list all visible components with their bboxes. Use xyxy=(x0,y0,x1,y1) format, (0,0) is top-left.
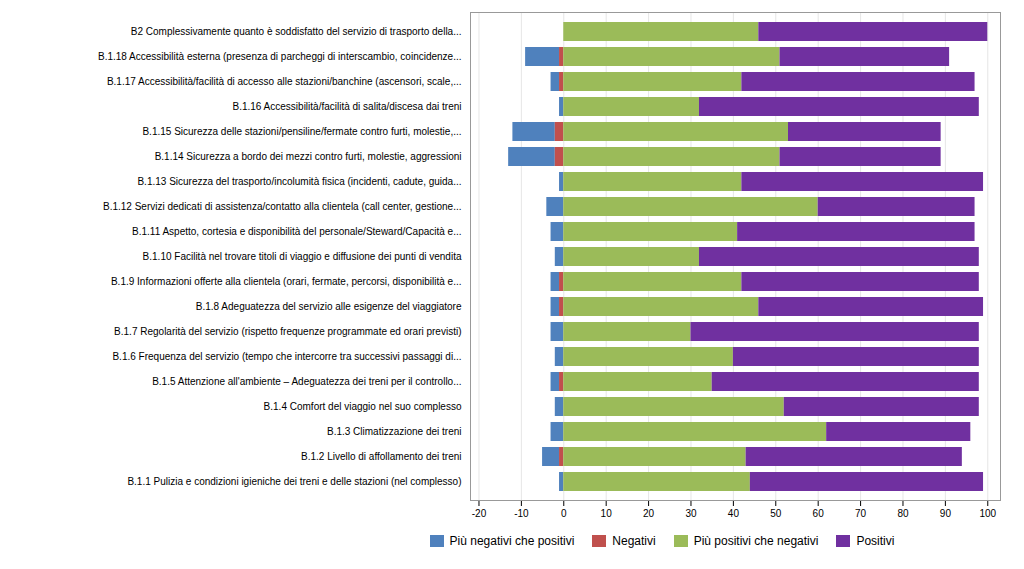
svg-text:100: 100 xyxy=(979,508,996,519)
svg-text:20: 20 xyxy=(643,508,655,519)
svg-text:50: 50 xyxy=(770,508,782,519)
svg-text:B.1.11 Aspetto, cortesia e dis: B.1.11 Aspetto, cortesia e disponibilità… xyxy=(132,226,461,237)
svg-text:B.1.2 Livello di affollamento: B.1.2 Livello di affollamento dei treni xyxy=(301,451,461,462)
svg-text:B.1.14 Sicurezza a bordo dei m: B.1.14 Sicurezza a bordo dei mezzi contr… xyxy=(155,151,462,162)
html-text:Più negativi che positivi: Più negativi che positivi xyxy=(449,534,575,548)
html-text:Negativi: Negativi xyxy=(612,534,656,548)
svg-text:40: 40 xyxy=(728,508,740,519)
svg-text:0: 0 xyxy=(561,508,567,519)
svg-text:80: 80 xyxy=(897,508,909,519)
svg-text:B.1.18 Accessibilità esterna (: B.1.18 Accessibilità esterna (presenza d… xyxy=(98,51,462,62)
svg-text:B.1.17 Accessibilità/facilità: B.1.17 Accessibilità/facilità di accesso… xyxy=(107,76,462,87)
svg-text:B.1.5 Attenzione all'ambiente: B.1.5 Attenzione all'ambiente – Adeguate… xyxy=(152,376,461,387)
html-text:Positivi: Positivi xyxy=(856,534,895,548)
svg-text:30: 30 xyxy=(685,508,697,519)
svg-text:B.1.3 Climatizzazione dei tren: B.1.3 Climatizzazione dei treni xyxy=(327,426,462,437)
html-text:Più positivi che negativi: Più positivi che negativi xyxy=(693,534,819,548)
svg-text:B.1.15 Sicurezza delle stazion: B.1.15 Sicurezza delle stazioni/pensilin… xyxy=(142,126,461,137)
svg-text:-20: -20 xyxy=(472,508,487,519)
svg-text:70: 70 xyxy=(855,508,867,519)
svg-text:B.1.9 Informazioni offerte all: B.1.9 Informazioni offerte alla clientel… xyxy=(111,276,462,287)
svg-text:B.1.16 Accessibilità/facilità: B.1.16 Accessibilità/facilità di salita/… xyxy=(232,101,461,112)
svg-text:B.1.13 Sicurezza del trasporto: B.1.13 Sicurezza del trasporto/incolumit… xyxy=(137,176,461,187)
svg-text:B.1.10 Facilità nel trovare ti: B.1.10 Facilità nel trovare titoli di vi… xyxy=(143,251,462,262)
svg-text:B.1.6 Frequenza del servizio (: B.1.6 Frequenza del servizio (tempo che … xyxy=(112,351,461,362)
svg-text:B.1.12 Servizi dedicati di ass: B.1.12 Servizi dedicati di assistenza/co… xyxy=(103,201,462,212)
svg-text:B2 Complessivamente quanto è s: B2 Complessivamente quanto è soddisfatto… xyxy=(131,26,462,37)
svg-text:B.1.7 Regolarità del servizio: B.1.7 Regolarità del servizio (rispetto … xyxy=(114,326,461,337)
svg-text:B.1.1 Pulizia e condizioni igi: B.1.1 Pulizia e condizioni igieniche dei… xyxy=(127,476,461,487)
svg-text:B.1.8 Adeguatezza del servizio: B.1.8 Adeguatezza del servizio alle esig… xyxy=(196,301,462,312)
svg-text:90: 90 xyxy=(940,508,952,519)
svg-text:10: 10 xyxy=(601,508,613,519)
svg-text:B.1.4 Comfort del viaggio nel: B.1.4 Comfort del viaggio nel suo comple… xyxy=(264,401,462,412)
svg-text:-10: -10 xyxy=(514,508,529,519)
svg-text:60: 60 xyxy=(813,508,825,519)
